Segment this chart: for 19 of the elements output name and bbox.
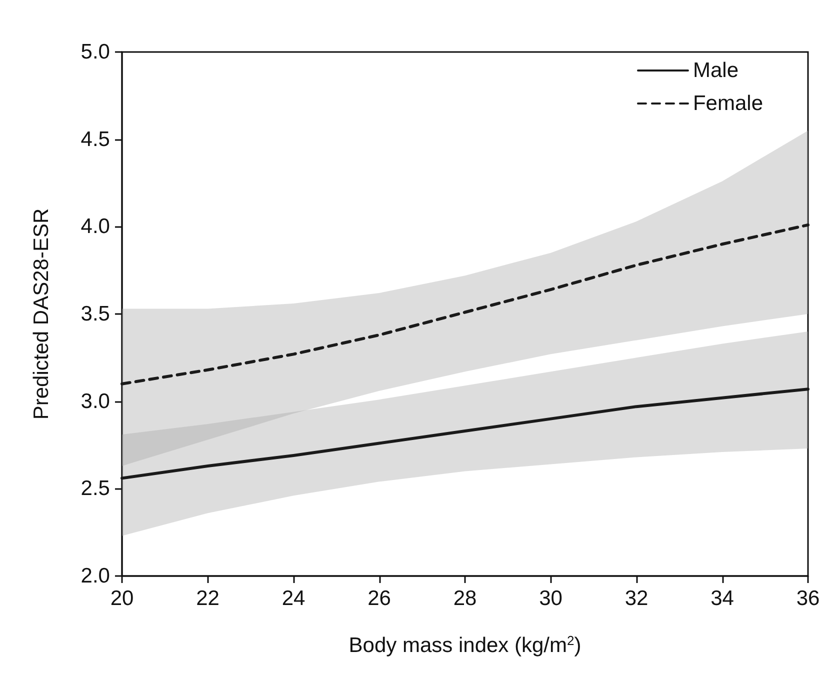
y-tick-label: 2.0 bbox=[80, 564, 110, 588]
y-tick-label: 4.5 bbox=[80, 128, 110, 151]
x-tick-label: 24 bbox=[282, 587, 306, 610]
x-tick-label: 26 bbox=[368, 587, 391, 610]
y-tick-label: 3.0 bbox=[80, 390, 110, 413]
x-tick-label: 30 bbox=[539, 587, 562, 610]
x-tick-label: 22 bbox=[196, 587, 220, 610]
y-tick-label: 2.5 bbox=[80, 477, 110, 500]
x-tick-label: 32 bbox=[624, 587, 648, 610]
y-tick-label: 4.0 bbox=[80, 215, 110, 238]
x-tick-label: 36 bbox=[796, 587, 820, 610]
y-axis-title: Predicted DAS28-ESR bbox=[30, 208, 53, 420]
y-tick-label: 3.5 bbox=[80, 302, 110, 326]
x-tick-label: 28 bbox=[453, 587, 477, 610]
legend-label: Male bbox=[692, 59, 739, 82]
x-tick-label: 34 bbox=[710, 587, 734, 610]
y-tick-label: 5.0 bbox=[80, 40, 110, 64]
x-tick-label: 20 bbox=[110, 587, 134, 610]
legend-label: Female bbox=[692, 92, 764, 115]
